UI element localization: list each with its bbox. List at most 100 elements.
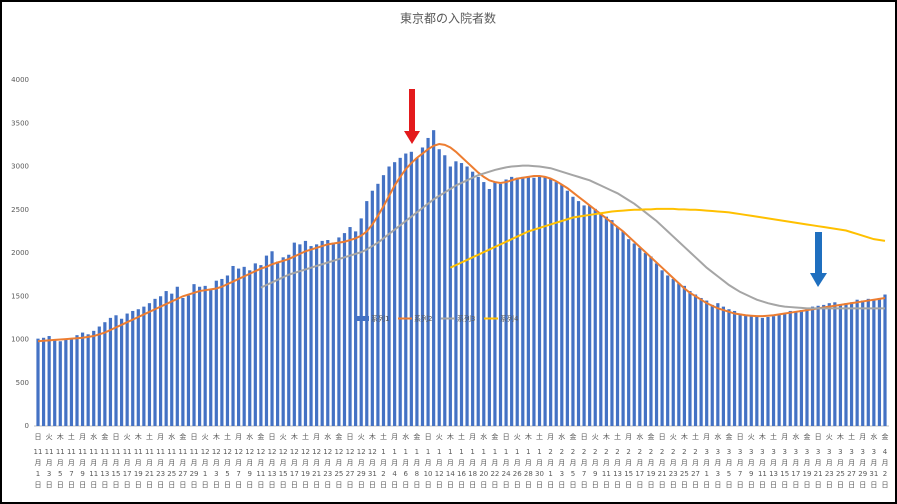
x-tick-label: 11 月 17 日: [123, 448, 132, 489]
bar: [237, 268, 241, 426]
x-tick-label: 12 月 19 日: [301, 448, 310, 489]
bar: [387, 166, 391, 426]
x-tick-label: 3 月 29 日: [858, 448, 867, 489]
x-weekday-label: 水: [636, 432, 643, 441]
bar: [164, 291, 168, 426]
bar: [482, 182, 486, 426]
bar: [510, 176, 514, 426]
bar: [136, 309, 140, 426]
x-tick-label: 12 月 3 日: [212, 448, 221, 489]
bar: [588, 205, 592, 426]
y-tick-label: 3000: [11, 163, 29, 171]
x-weekday-label: 月: [859, 433, 866, 441]
bar: [582, 205, 586, 426]
x-tick-label: 11 月 29 日: [190, 448, 199, 489]
bar: [771, 316, 776, 426]
bar: [877, 297, 882, 426]
bar: [114, 315, 118, 426]
bar: [705, 300, 709, 426]
bar: [303, 240, 308, 426]
x-weekday-label: 金: [257, 432, 264, 441]
x-weekday-label: 日: [113, 433, 120, 441]
x-weekday-label: 水: [402, 432, 409, 441]
x-tick-label: 12 月 31 日: [368, 448, 377, 489]
x-weekday-label: 日: [35, 433, 42, 441]
bar: [794, 311, 798, 426]
bar: [448, 166, 452, 426]
bar: [838, 304, 843, 426]
x-tick-label: 3 月 15 日: [780, 448, 789, 489]
x-weekday-label: 水: [168, 432, 175, 441]
x-tick-label: 12 月 23 日: [323, 448, 332, 489]
bar: [170, 293, 174, 426]
x-weekday-label: 火: [826, 433, 833, 441]
x-weekday-label: 月: [469, 433, 476, 441]
x-tick-label: 11 月 13 日: [100, 448, 109, 489]
y-tick-label: 1500: [11, 292, 29, 300]
bar: [326, 240, 330, 426]
bar: [203, 285, 207, 426]
bar: [649, 256, 653, 426]
bar: [604, 216, 608, 426]
bar: [131, 310, 135, 426]
x-weekday-label: 日: [659, 433, 666, 441]
x-weekday-label: 日: [191, 433, 198, 441]
x-tick-label: 3 月 21 日: [814, 448, 823, 489]
bar: [465, 166, 469, 426]
x-tick-label: 12 月 21 日: [312, 448, 321, 489]
bar: [264, 255, 269, 426]
bar: [142, 306, 146, 426]
bar: [292, 242, 296, 426]
x-tick-label: 11 月 23 日: [156, 448, 165, 489]
bar: [348, 227, 352, 426]
x-weekday-label: 金: [647, 432, 654, 441]
bar: [420, 147, 425, 426]
x-tick-label: 2 月 17 日: [635, 448, 644, 489]
bar: [276, 261, 280, 426]
bar: [36, 338, 40, 426]
x-weekday-label: 土: [770, 432, 777, 441]
bar: [827, 303, 831, 426]
bar: [599, 213, 603, 426]
bar: [443, 155, 447, 426]
bar: [855, 299, 859, 426]
x-weekday-label: 火: [124, 433, 131, 441]
x-tick-label: 3 月 31 日: [869, 448, 878, 489]
x-weekday-label: 日: [425, 433, 432, 441]
x-tick-label: 2 月 19 日: [646, 448, 655, 489]
bar: [498, 183, 503, 426]
x-weekday-label: 火: [514, 433, 521, 441]
x-weekday-label: 土: [692, 432, 699, 441]
bar: [849, 302, 854, 426]
x-weekday-label: 金: [179, 432, 186, 441]
bar: [381, 175, 386, 426]
bar: [560, 184, 564, 426]
x-weekday-label: 木: [603, 432, 610, 441]
chart-title: 東京都の入院者数: [400, 11, 496, 26]
bar: [231, 265, 235, 426]
bar: [370, 190, 374, 426]
x-tick-label: 12 月 11 日: [256, 448, 265, 489]
x-tick-label: 12 月 15 日: [279, 448, 288, 489]
legend-label: 系列3: [457, 314, 475, 323]
bar: [331, 242, 335, 426]
x-weekday-label: 金: [335, 432, 342, 441]
legend-label: 系列1: [371, 314, 389, 323]
x-weekday-label: 土: [614, 432, 621, 441]
bar: [476, 176, 480, 426]
bar: [554, 182, 558, 426]
x-tick-label: 2 月 21 日: [658, 448, 667, 489]
x-tick-label: 12 月 1 日: [201, 448, 210, 489]
x-weekday-label: 日: [347, 433, 354, 441]
x-tick-label: 11 月 27 日: [178, 448, 187, 489]
y-tick-label: 0: [25, 422, 29, 430]
x-weekday-label: 火: [280, 433, 287, 441]
x-tick-label: 12 月 5 日: [223, 448, 232, 489]
y-tick-label: 3500: [11, 119, 29, 127]
bar: [64, 339, 68, 426]
